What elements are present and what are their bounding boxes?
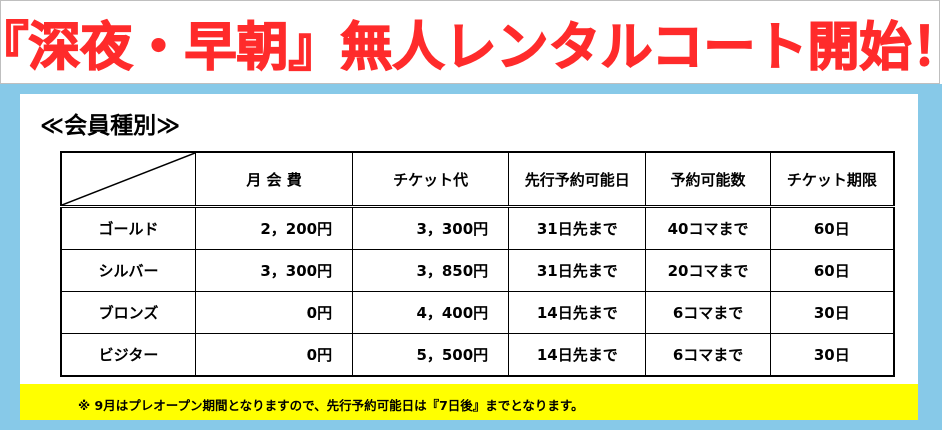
booking-limit-cell: 20コマまで <box>645 249 771 292</box>
banner-title: 『深夜・早朝』無人レンタルコート開始！ <box>0 17 942 79</box>
monthly-fee-cell: 0円 <box>195 291 354 334</box>
header-ticket-expiry: チケット期限 <box>769 151 895 208</box>
title-banner <box>0 0 940 84</box>
member-type-cell: ゴールド <box>60 206 197 250</box>
booking-limit-cell: 6コマまで <box>645 333 771 377</box>
header-booking-limit: 予約可能数 <box>645 151 771 208</box>
section-title: ≪会員種別≫ <box>40 113 181 139</box>
advance-booking-cell: 14日先まで <box>508 333 647 377</box>
booking-limit-cell: 40コマまで <box>645 206 771 250</box>
ticket-expiry-cell: 60日 <box>769 249 895 292</box>
monthly-fee-cell: 2，200円 <box>195 206 354 250</box>
notice-text: ※ 9月はプレオープン期間となりますので、先行予約可能日は『7日後』までとなりま… <box>78 398 584 413</box>
table-row: ブロンズ 0円 4，400円 14日先まで 6コマまで 30日 <box>60 291 895 334</box>
advance-booking-cell: 31日先まで <box>508 206 647 250</box>
ticket-expiry-cell: 30日 <box>769 333 895 377</box>
booking-limit-cell: 6コマまで <box>645 291 771 334</box>
header-corner-cell <box>60 151 197 208</box>
member-type-cell: ビジター <box>60 333 197 377</box>
ticket-price-cell: 5，500円 <box>352 333 510 377</box>
ticket-price-cell: 3，300円 <box>352 206 510 250</box>
ticket-expiry-cell: 30日 <box>769 291 895 334</box>
member-type-cell: ブロンズ <box>60 291 197 334</box>
advance-booking-cell: 31日先まで <box>508 249 647 292</box>
header-advance-booking: 先行予約可能日 <box>508 151 647 208</box>
ticket-price-cell: 3，850円 <box>352 249 510 292</box>
advance-booking-cell: 14日先まで <box>508 291 647 334</box>
member-type-cell: シルバー <box>60 249 197 292</box>
table-row: ビジター 0円 5，500円 14日先まで 6コマまで 30日 <box>60 333 895 377</box>
monthly-fee-cell: 0円 <box>195 333 354 377</box>
ticket-expiry-cell: 60日 <box>769 206 895 250</box>
table-row: ゴールド 2，200円 3，300円 31日先まで 40コマまで 60日 <box>60 206 895 250</box>
notice-bar <box>20 384 918 420</box>
table-row: シルバー 3，300円 3，850円 31日先まで 20コマまで 60日 <box>60 249 895 292</box>
header-monthly-fee: 月 会 費 <box>195 151 354 208</box>
monthly-fee-cell: 3，300円 <box>195 249 354 292</box>
table-header-row: 月 会 費 チケット代 先行予約可能日 予約可能数 チケット期限 <box>60 151 895 208</box>
header-ticket-price: チケット代 <box>352 151 510 208</box>
membership-table: 月 会 費 チケット代 先行予約可能日 予約可能数 チケット期限 ゴールド 2，… <box>60 151 895 377</box>
ticket-price-cell: 4，400円 <box>352 291 510 334</box>
